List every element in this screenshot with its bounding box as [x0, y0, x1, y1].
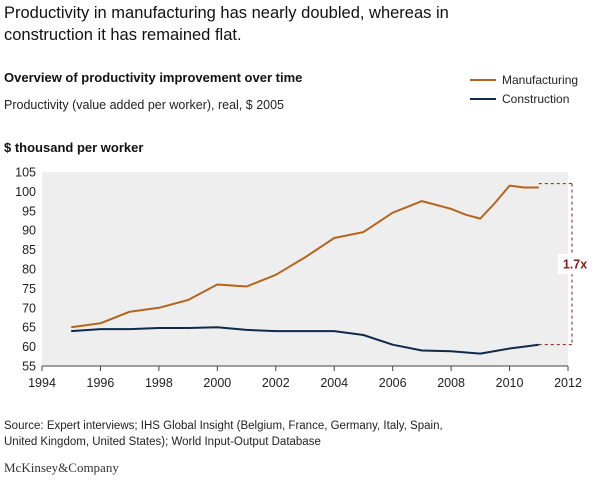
- x-tick-label: 2004: [320, 376, 348, 390]
- headline: Productivity in manufacturing has nearly…: [4, 2, 594, 46]
- chart-measure-note: Productivity (value added per worker), r…: [4, 98, 285, 112]
- brand-logo-text: McKinsey&Company: [4, 460, 119, 475]
- y-tick-label: 95: [22, 204, 36, 218]
- y-tick-label: 100: [15, 185, 36, 199]
- headline-line-1: Productivity in manufacturing has nearly…: [4, 4, 449, 22]
- plot-area: [42, 172, 568, 366]
- productivity-line-chart: $ thousand per worker 55 60 65 70 75 80 85 90 95 1…: [4, 140, 592, 390]
- legend-label-construction: Construction: [502, 91, 570, 106]
- y-tick-label: 60: [22, 340, 36, 354]
- x-tick-label: 2000: [203, 376, 231, 390]
- headline-line-2: construction it has remained flat.: [4, 26, 242, 44]
- chart-subtitle: Overview of productivity improvement ove…: [4, 70, 303, 85]
- y-tick-label: 90: [22, 224, 36, 238]
- annotation-label-bg: [558, 254, 592, 275]
- source-note: Source: Expert interviews; IHS Global In…: [4, 418, 594, 450]
- legend-item-manufacturing: Manufacturing: [470, 70, 578, 89]
- y-tick-label: 65: [22, 321, 36, 335]
- x-tick-label: 2002: [262, 376, 290, 390]
- legend-label-manufacturing: Manufacturing: [502, 72, 579, 87]
- x-tick-label: 2006: [379, 376, 407, 390]
- x-tick-label: 2012: [554, 376, 582, 390]
- x-tick-label: 1996: [87, 376, 115, 390]
- y-tick-label: 70: [22, 301, 36, 315]
- y-tick-label: 80: [22, 263, 36, 277]
- legend: Manufacturing Construction: [470, 70, 578, 108]
- x-tick-label: 1994: [28, 376, 56, 390]
- legend-item-construction: Construction: [470, 89, 578, 108]
- annotation-label: 1.7x: [563, 258, 587, 272]
- y-tick-label: 75: [22, 282, 36, 296]
- source-line-2: United Kingdom, United States); World In…: [4, 436, 321, 448]
- y-tick-label: 55: [22, 360, 36, 374]
- legend-swatch-manufacturing: [470, 78, 496, 81]
- x-tick-label: 1998: [145, 376, 173, 390]
- legend-swatch-construction: [470, 97, 496, 100]
- series-line-manufacturing: [71, 184, 539, 329]
- series-line-construction: [71, 326, 539, 355]
- source-line-1: Source: Expert interviews; IHS Global In…: [4, 420, 443, 432]
- y-tick-label: 85: [22, 243, 36, 257]
- y-tick-label: 105: [15, 166, 36, 180]
- x-tick-label: 2010: [496, 376, 524, 390]
- y-axis-label: $ thousand per worker: [4, 140, 143, 155]
- x-tick-label: 2008: [437, 376, 465, 390]
